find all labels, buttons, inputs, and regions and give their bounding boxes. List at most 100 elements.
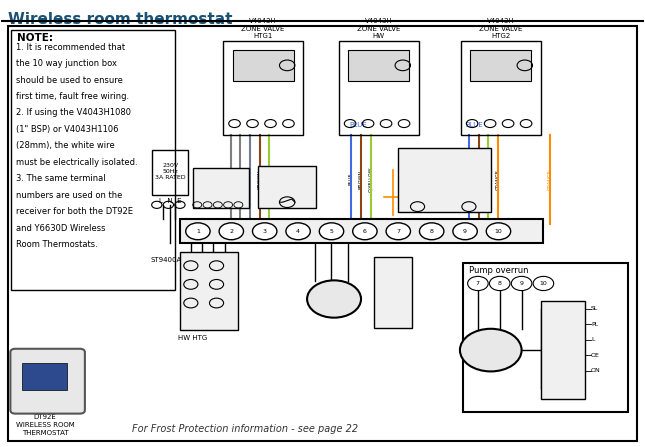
Text: BLUE: BLUE bbox=[466, 122, 484, 128]
Circle shape bbox=[419, 223, 444, 240]
Bar bbox=[11, 30, 175, 290]
Text: Room Thermostats.: Room Thermostats. bbox=[15, 240, 97, 249]
Bar bbox=[180, 253, 238, 330]
Text: BOILER: BOILER bbox=[379, 318, 407, 327]
Bar bbox=[180, 219, 543, 244]
Text: must be electrically isolated.: must be electrically isolated. bbox=[15, 158, 137, 167]
Bar bbox=[152, 150, 188, 194]
Bar bbox=[339, 42, 419, 135]
FancyBboxPatch shape bbox=[10, 349, 85, 413]
Circle shape bbox=[252, 223, 277, 240]
Text: 8: 8 bbox=[430, 229, 433, 234]
Text: 6: 6 bbox=[363, 229, 367, 234]
Text: receiver for both the DT92E: receiver for both the DT92E bbox=[15, 207, 132, 216]
Text: BROWN: BROWN bbox=[359, 169, 364, 189]
Circle shape bbox=[353, 223, 377, 240]
Circle shape bbox=[486, 223, 511, 240]
Bar bbox=[398, 148, 491, 212]
Circle shape bbox=[186, 223, 210, 240]
Text: MOTOR: MOTOR bbox=[250, 63, 276, 68]
Bar bbox=[193, 168, 249, 208]
Text: BLUE: BLUE bbox=[349, 173, 354, 186]
Text: DT92E
WIRELESS ROOM
THERMOSTAT: DT92E WIRELESS ROOM THERMOSTAT bbox=[15, 413, 74, 436]
Text: BOILER: BOILER bbox=[550, 392, 575, 398]
Text: O E: O E bbox=[377, 283, 388, 288]
Text: 10: 10 bbox=[540, 281, 548, 286]
Text: and Y6630D Wireless: and Y6630D Wireless bbox=[15, 224, 105, 232]
Text: For Frost Protection information - see page 22: For Frost Protection information - see p… bbox=[132, 424, 359, 434]
Circle shape bbox=[386, 223, 410, 240]
Text: A: A bbox=[415, 198, 420, 207]
Circle shape bbox=[307, 280, 361, 318]
Text: 10: 10 bbox=[495, 229, 502, 234]
Circle shape bbox=[460, 329, 522, 371]
Text: 9: 9 bbox=[520, 281, 524, 286]
Text: G/YELLOW: G/YELLOW bbox=[266, 166, 272, 192]
Text: 8: 8 bbox=[498, 281, 502, 286]
Bar bbox=[541, 301, 584, 399]
Text: BROWN: BROWN bbox=[257, 169, 262, 189]
Text: BROWN: BROWN bbox=[476, 169, 481, 189]
Circle shape bbox=[319, 223, 344, 240]
Bar bbox=[233, 50, 293, 81]
Text: CM900 SERIES
PROGRAMMABLE
STAT.: CM900 SERIES PROGRAMMABLE STAT. bbox=[419, 152, 470, 170]
Text: 230V
50Hz
3A RATED: 230V 50Hz 3A RATED bbox=[155, 163, 186, 180]
Text: 3. The same terminal: 3. The same terminal bbox=[15, 174, 105, 183]
Text: BLUE: BLUE bbox=[248, 173, 252, 186]
Text: 9: 9 bbox=[463, 229, 467, 234]
Text: L: L bbox=[591, 337, 595, 342]
Text: should be used to ensure: should be used to ensure bbox=[15, 76, 123, 84]
Text: N E L
PUMP: N E L PUMP bbox=[483, 345, 499, 356]
Text: 7: 7 bbox=[476, 281, 480, 286]
Text: MOTOR: MOTOR bbox=[488, 63, 513, 68]
Text: GREY: GREY bbox=[228, 173, 233, 186]
Text: 4: 4 bbox=[296, 229, 300, 234]
Bar bbox=[22, 363, 67, 390]
Text: BLUE: BLUE bbox=[466, 173, 471, 186]
Bar bbox=[470, 50, 531, 81]
Text: L  N  E: L N E bbox=[159, 198, 181, 204]
Text: the 10 way junction box: the 10 way junction box bbox=[15, 59, 117, 68]
Text: 5: 5 bbox=[330, 229, 333, 234]
Text: Pump overrun: Pump overrun bbox=[469, 266, 528, 275]
Text: ST9400A/C: ST9400A/C bbox=[150, 257, 189, 263]
Bar bbox=[258, 166, 316, 208]
Text: SL: SL bbox=[591, 306, 599, 311]
Text: O L: O L bbox=[377, 266, 388, 271]
Text: (28mm), the white wire: (28mm), the white wire bbox=[15, 141, 114, 150]
Text: 3: 3 bbox=[263, 229, 266, 234]
Text: V4043H
ZONE VALVE
HTG2: V4043H ZONE VALVE HTG2 bbox=[479, 18, 522, 39]
Text: N E L
PUMP: N E L PUMP bbox=[326, 293, 342, 304]
Text: 21°: 21° bbox=[34, 372, 55, 382]
Text: PL: PL bbox=[591, 322, 598, 327]
Text: NOTE:: NOTE: bbox=[17, 34, 54, 43]
Circle shape bbox=[286, 223, 310, 240]
Bar bbox=[462, 263, 628, 412]
Text: first time, fault free wiring.: first time, fault free wiring. bbox=[15, 92, 128, 101]
Text: 1: 1 bbox=[196, 229, 200, 234]
Text: L641A
CYLINDER
STAT.: L641A CYLINDER STAT. bbox=[272, 176, 303, 193]
Text: Wireless room thermostat: Wireless room thermostat bbox=[8, 13, 232, 28]
Text: V4043H
ZONE VALVE
HW: V4043H ZONE VALVE HW bbox=[357, 18, 401, 39]
Text: O N: O N bbox=[377, 301, 389, 306]
Text: 7: 7 bbox=[396, 229, 401, 234]
Text: 1. It is recommended that: 1. It is recommended that bbox=[15, 43, 124, 52]
Bar bbox=[461, 42, 541, 135]
Text: ORANGE: ORANGE bbox=[548, 169, 553, 190]
Bar bbox=[348, 50, 409, 81]
Text: G/YELLOW: G/YELLOW bbox=[368, 166, 373, 192]
Text: RECEIVER
BOR01: RECEIVER BOR01 bbox=[206, 181, 236, 193]
Text: 2. If using the V4043H1080: 2. If using the V4043H1080 bbox=[15, 109, 130, 118]
Text: G/YELLOW: G/YELLOW bbox=[486, 166, 491, 192]
Text: 2: 2 bbox=[230, 229, 233, 234]
Text: V4043H
ZONE VALVE
HTG1: V4043H ZONE VALVE HTG1 bbox=[241, 18, 285, 39]
Text: BLUE: BLUE bbox=[349, 122, 367, 128]
Text: HW HTG: HW HTG bbox=[178, 335, 208, 342]
Text: B: B bbox=[466, 198, 471, 207]
Text: GREY: GREY bbox=[238, 173, 243, 186]
Text: (1" BSP) or V4043H1106: (1" BSP) or V4043H1106 bbox=[15, 125, 118, 134]
Circle shape bbox=[219, 223, 244, 240]
Bar bbox=[374, 257, 412, 328]
Text: numbers are used on the: numbers are used on the bbox=[15, 190, 122, 200]
Text: MOTOR: MOTOR bbox=[366, 63, 392, 68]
